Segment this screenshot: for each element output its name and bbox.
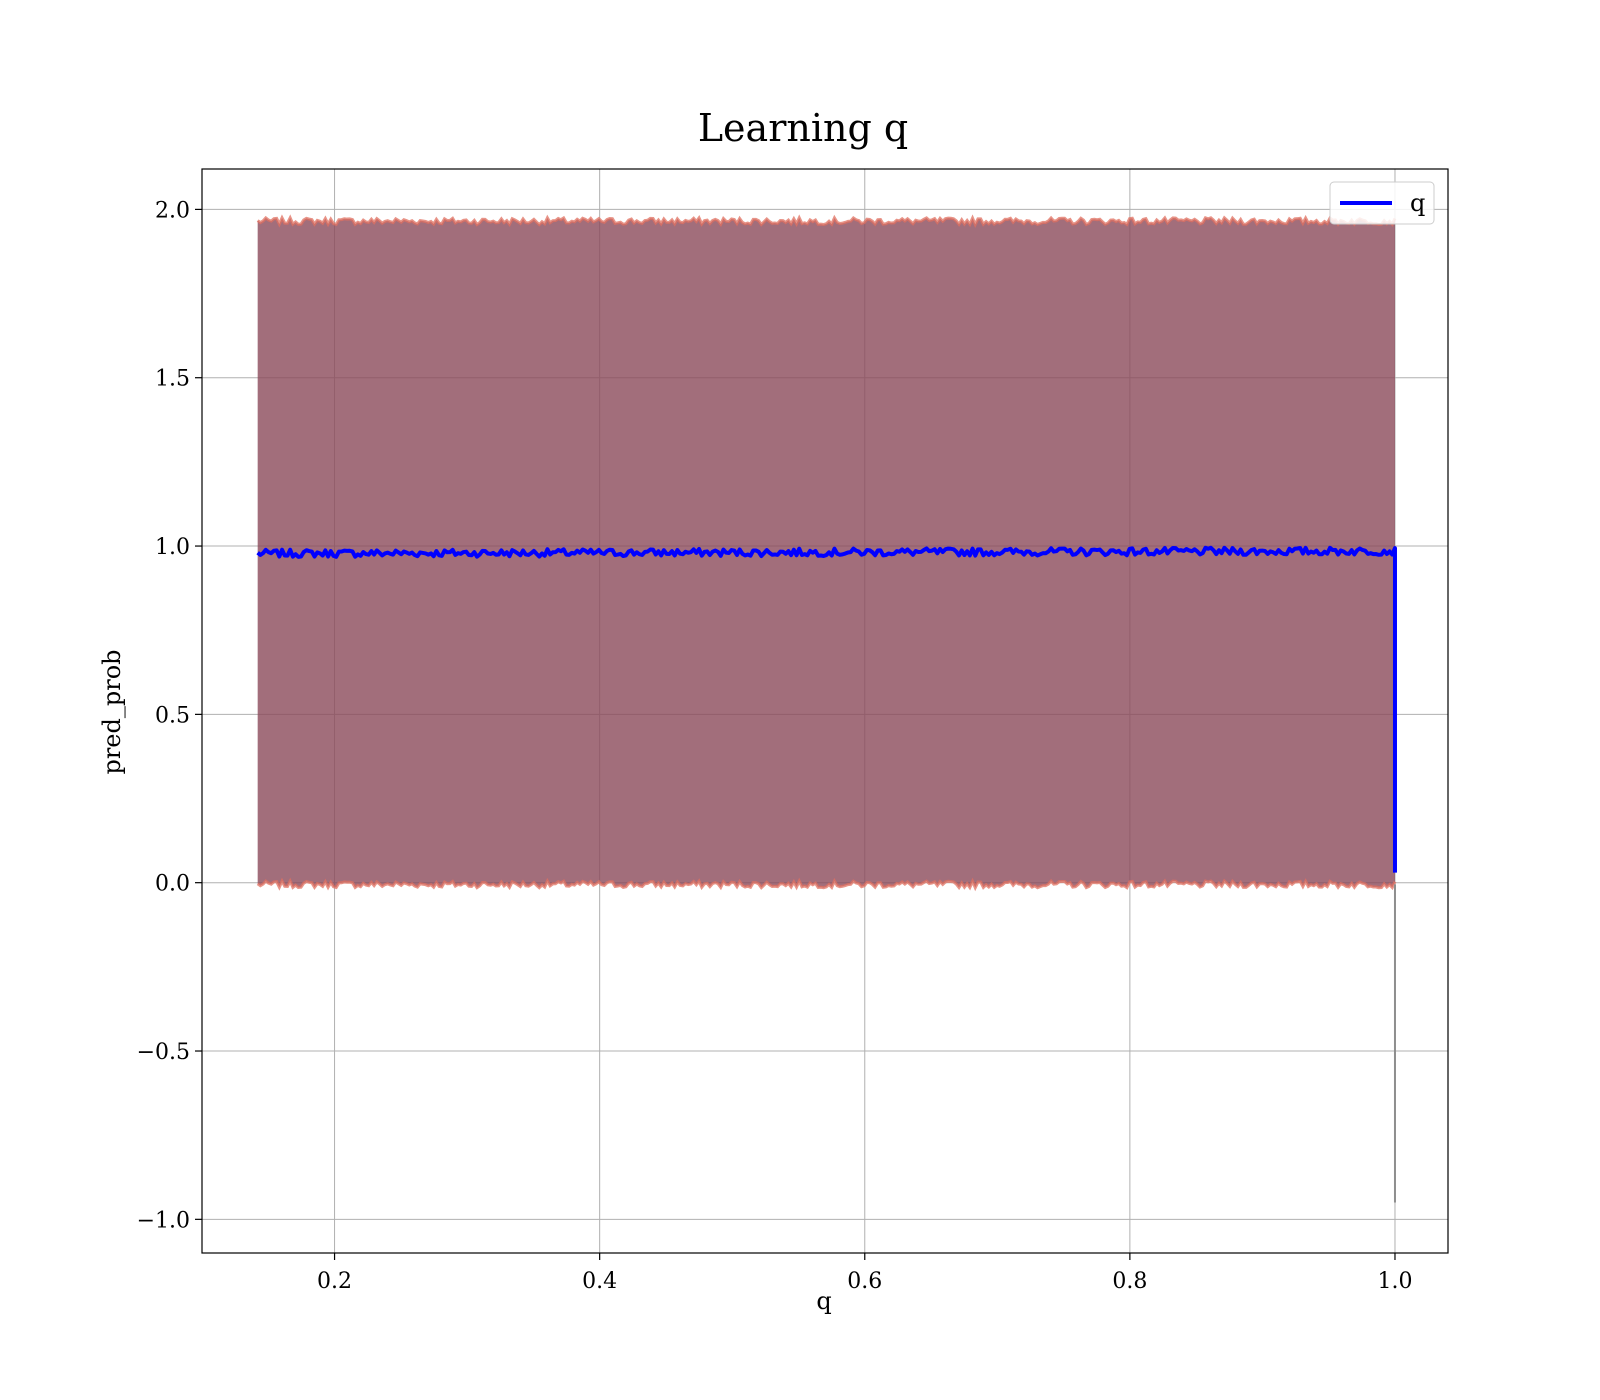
band-upper-edge	[256, 214, 1397, 229]
y-tick-label-1: −0.5	[137, 1040, 190, 1065]
legend-label-q: q	[1410, 189, 1425, 217]
series-lines	[256, 545, 1397, 873]
y-tick-label-4: 1.0	[155, 535, 190, 560]
x-tick-label-3: 0.8	[1112, 1269, 1147, 1294]
x-tick-label-1: 0.4	[582, 1269, 617, 1294]
y-tick-label-5: 1.5	[155, 367, 190, 392]
y-tick-label-6: 2.0	[155, 198, 190, 223]
x-tick-label-2: 0.6	[847, 1269, 882, 1294]
x-tick-label-0: 0.2	[317, 1269, 352, 1294]
plot-area-frame	[201, 168, 1449, 1254]
series-line-q	[256, 545, 1397, 873]
band-lower-edge	[256, 877, 1397, 892]
y-tick-label-0: −1.0	[137, 1208, 190, 1233]
x-axis-ticks: 0.2 0.4 0.6 0.8 1.0	[317, 1253, 1412, 1294]
confidence-band	[256, 214, 1397, 1203]
y-tick-label-2: 0.0	[155, 872, 190, 897]
y-axis-label: pred_prob	[98, 649, 126, 774]
chart-title: Learning q	[698, 106, 908, 150]
y-axis-ticks: −1.0 −0.5 0.0 0.5 1.0 1.5 2.0	[137, 198, 202, 1233]
legend: q	[1329, 181, 1435, 225]
x-tick-label-4: 1.0	[1377, 1269, 1412, 1294]
x-axis-label: q	[816, 1287, 831, 1315]
y-tick-label-3: 0.5	[155, 703, 190, 728]
